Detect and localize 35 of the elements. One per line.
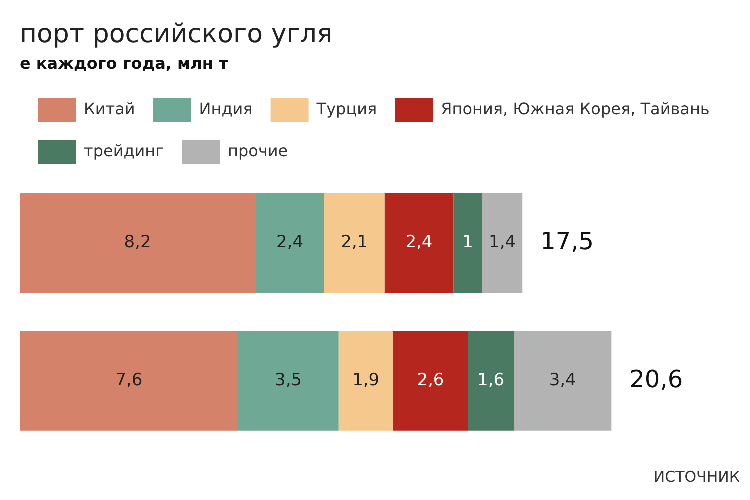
chart-title: порт российского угля [20,19,333,50]
bar [514,331,612,431]
data-label: 7,6 [116,370,143,391]
data-label: 3,4 [549,370,576,391]
bar [384,194,454,294]
bar [338,331,394,431]
data-label: 2,6 [417,370,444,391]
data-label: 1,6 [478,370,505,391]
data-label: 8,2 [124,232,152,253]
bar [454,194,482,294]
bar [256,194,324,294]
bar [20,331,238,431]
bar [238,331,339,431]
legend-label: трейдинг [84,142,164,161]
total-label: 17,5 [540,228,594,256]
data-label: 1,9 [352,370,380,391]
legend-label: Япония, Южная Корея, Тайвань [441,100,710,119]
data-label: 2,1 [341,232,368,253]
data-label: 2,4 [406,232,433,253]
legend-label: Китай [84,100,136,119]
chart-subtitle: е каждого года, млн т [20,54,229,73]
data-label: 1,4 [489,232,516,253]
legend-label: Индия [199,100,253,119]
bar [324,194,385,294]
legend-label: прочие [228,142,288,161]
bar [468,331,514,431]
bar [20,194,256,294]
total-label: 20,6 [630,365,684,394]
data-label: 3,5 [275,370,302,391]
data-label: 2,4 [276,232,304,253]
bar [393,331,468,431]
legend-label: Турция [316,100,378,119]
data-label: 1 [462,232,474,253]
bar [482,194,523,294]
text: ИСТОЧНИК [654,468,740,486]
